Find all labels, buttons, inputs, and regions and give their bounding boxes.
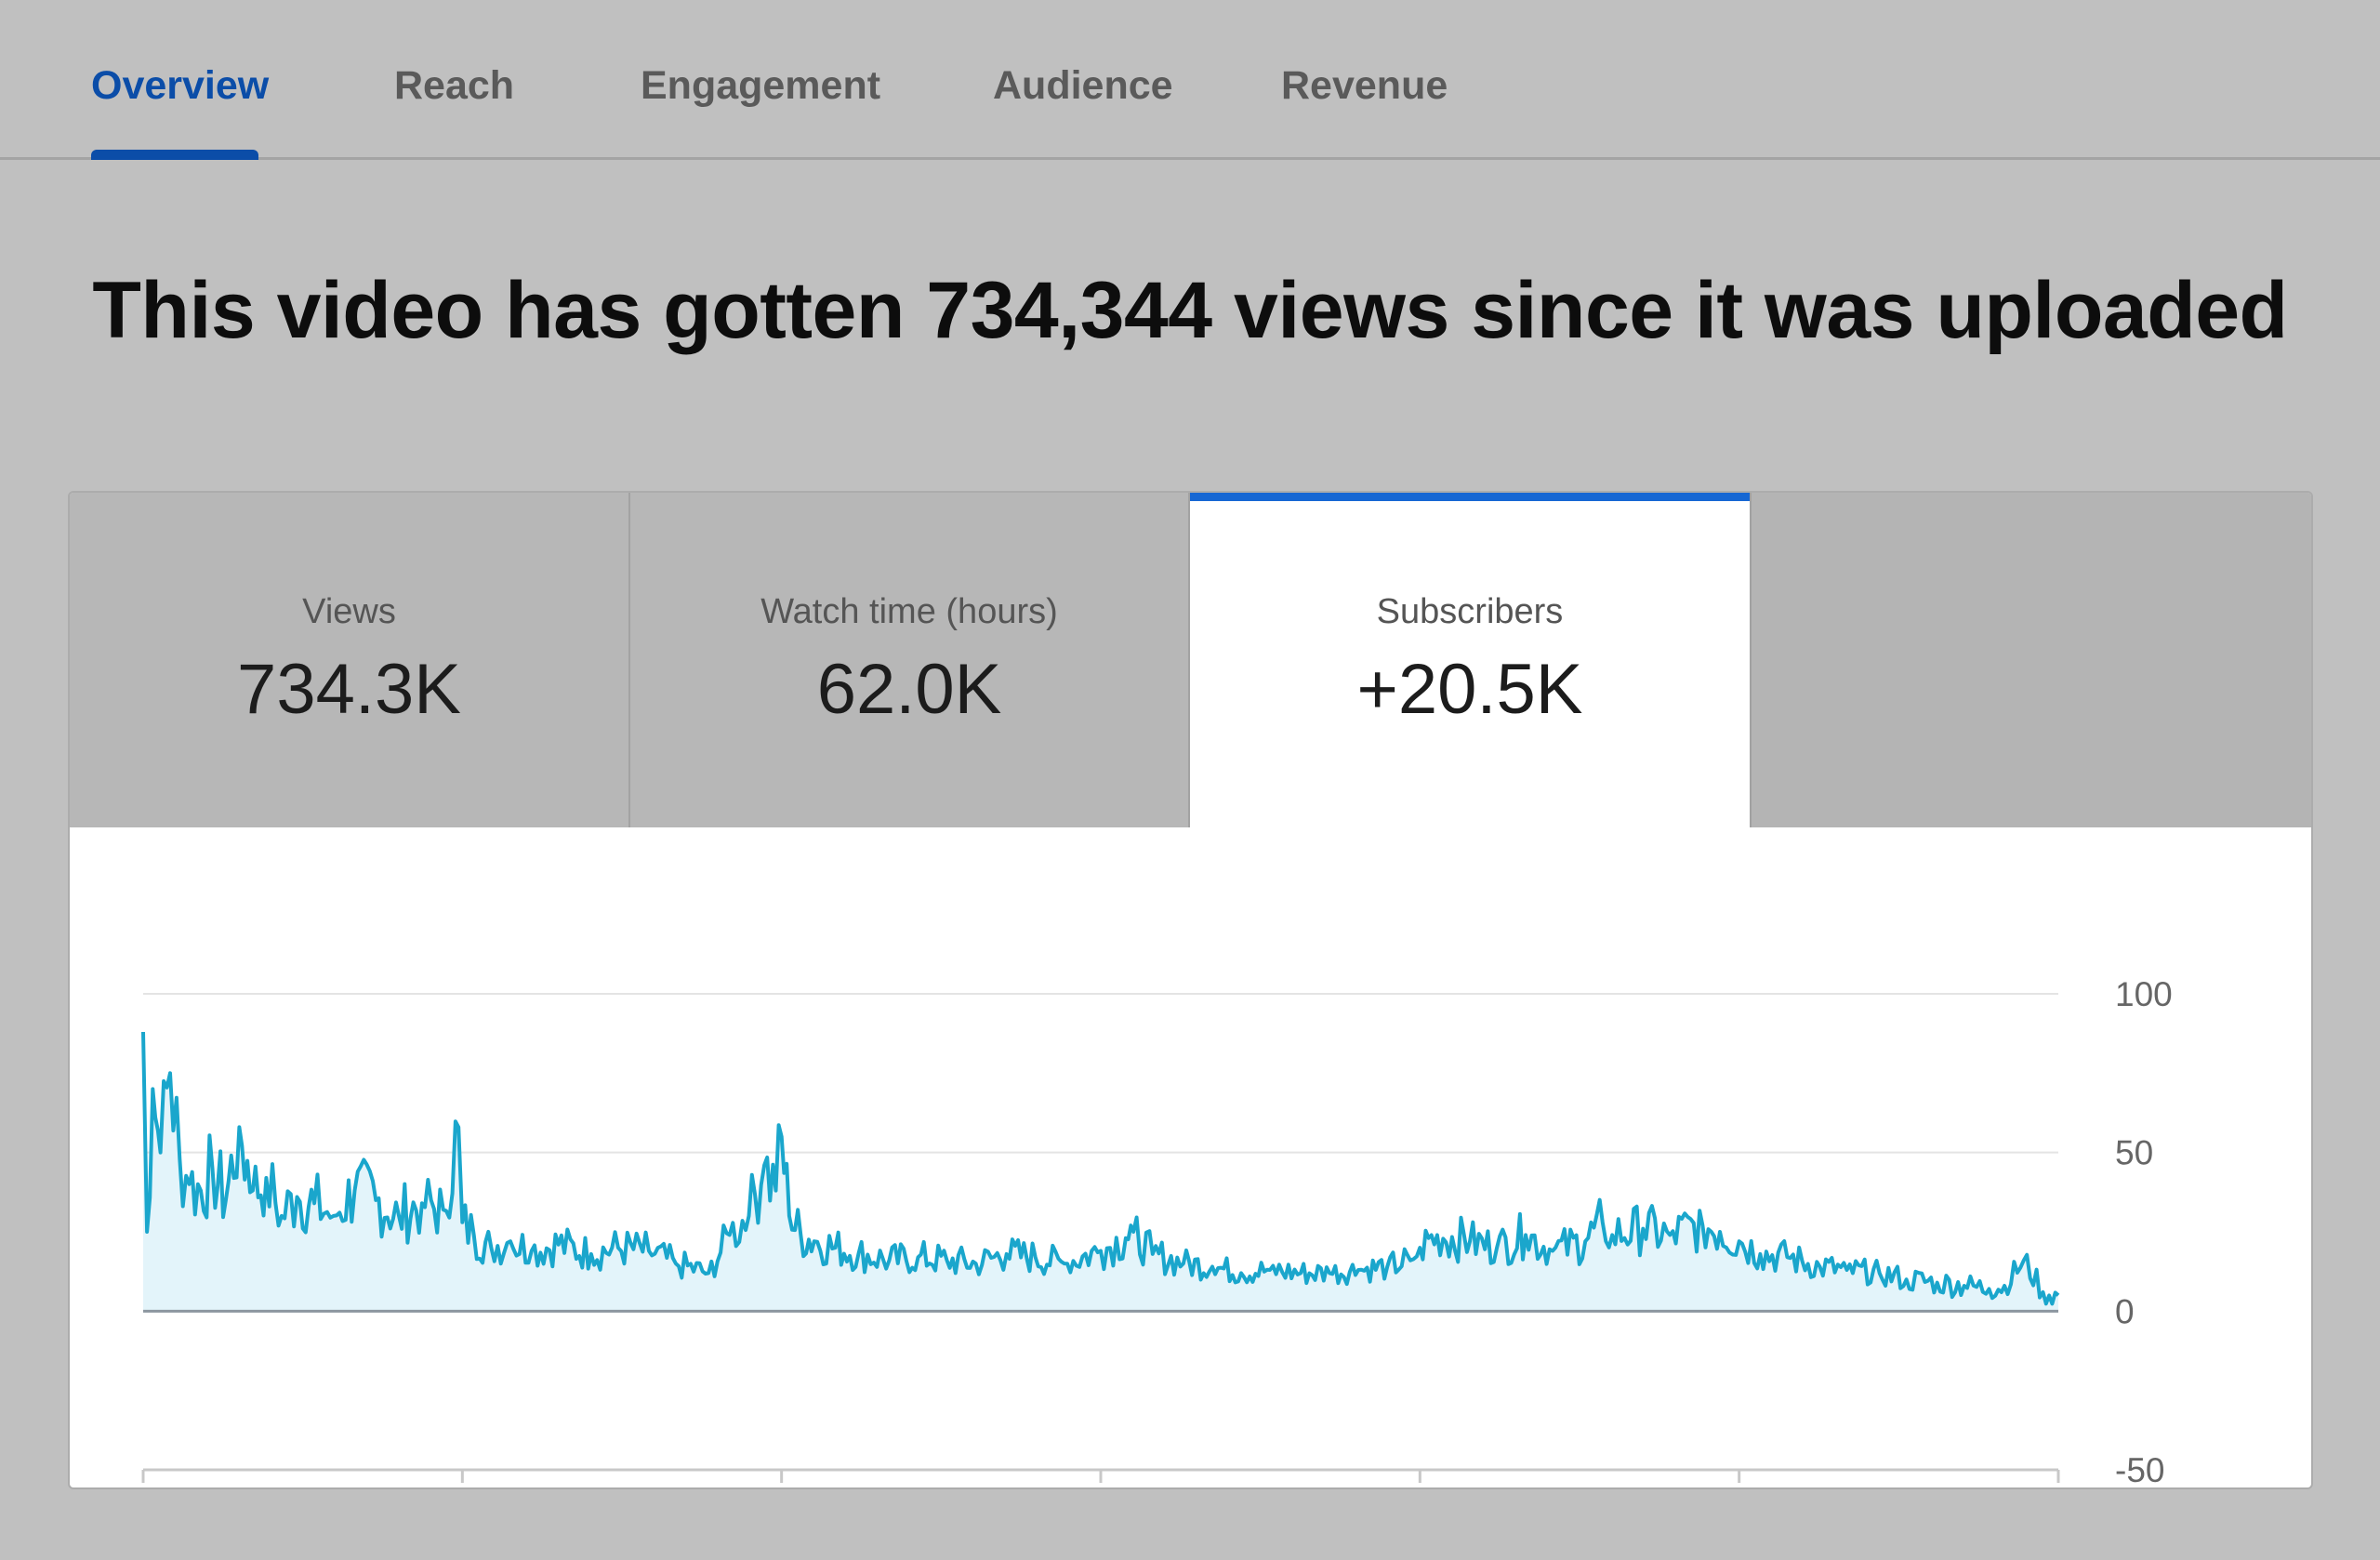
page-headline: This video has gotten 734,344 views sinc… (92, 266, 2288, 355)
metric-label: Watch time (hours) (760, 592, 1058, 631)
tab-audience[interactable]: Audience (993, 63, 1173, 108)
y-tick-label: 50 (2115, 1134, 2153, 1172)
y-tick-label: 0 (2115, 1292, 2135, 1330)
chart-series-line (141, 1031, 2060, 1306)
metric-tabs: Views 734.3K Watch time (hours) 62.0K Su… (70, 493, 2311, 827)
tab-engagement[interactable]: Engagement (641, 63, 881, 108)
tab-reach[interactable]: Reach (394, 63, 515, 108)
y-axis-ticks: 100 50 0 -50 (2115, 975, 2173, 1487)
top-tab-bar: Overview Reach Engagement Audience Reven… (0, 0, 2380, 160)
analytics-card: Views 734.3K Watch time (hours) 62.0K Su… (68, 491, 2313, 1489)
tab-revenue[interactable]: Revenue (1281, 63, 1448, 108)
subscribers-chart: 100 50 0 -50 Mar 13,...Aug 26, 2018Feb 8, 2… (141, 975, 2173, 1487)
metric-value: 62.0K (816, 650, 1002, 729)
metric-value: 734.3K (237, 650, 461, 729)
active-tab-indicator (91, 150, 258, 160)
metric-tab-watch-time[interactable]: Watch time (hours) 62.0K (630, 493, 1190, 827)
chart-area-fill (143, 1032, 2058, 1312)
metric-tab-subscribers[interactable]: Subscribers +20.5K (1190, 493, 1750, 827)
x-axis-ticks: Mar 13,...Aug 26, 2018Feb 8, 2019Jul 24,… (141, 1470, 2060, 1483)
metric-tab-empty (1750, 493, 2311, 827)
tab-overview[interactable]: Overview (91, 63, 270, 108)
metric-label: Subscribers (1376, 592, 1564, 631)
y-tick-label: 100 (2115, 975, 2173, 1013)
y-tick-label: -50 (2115, 1451, 2164, 1487)
metric-label: Views (302, 592, 396, 631)
metric-tab-views[interactable]: Views 734.3K (70, 493, 630, 827)
metric-value: +20.5K (1356, 650, 1583, 729)
